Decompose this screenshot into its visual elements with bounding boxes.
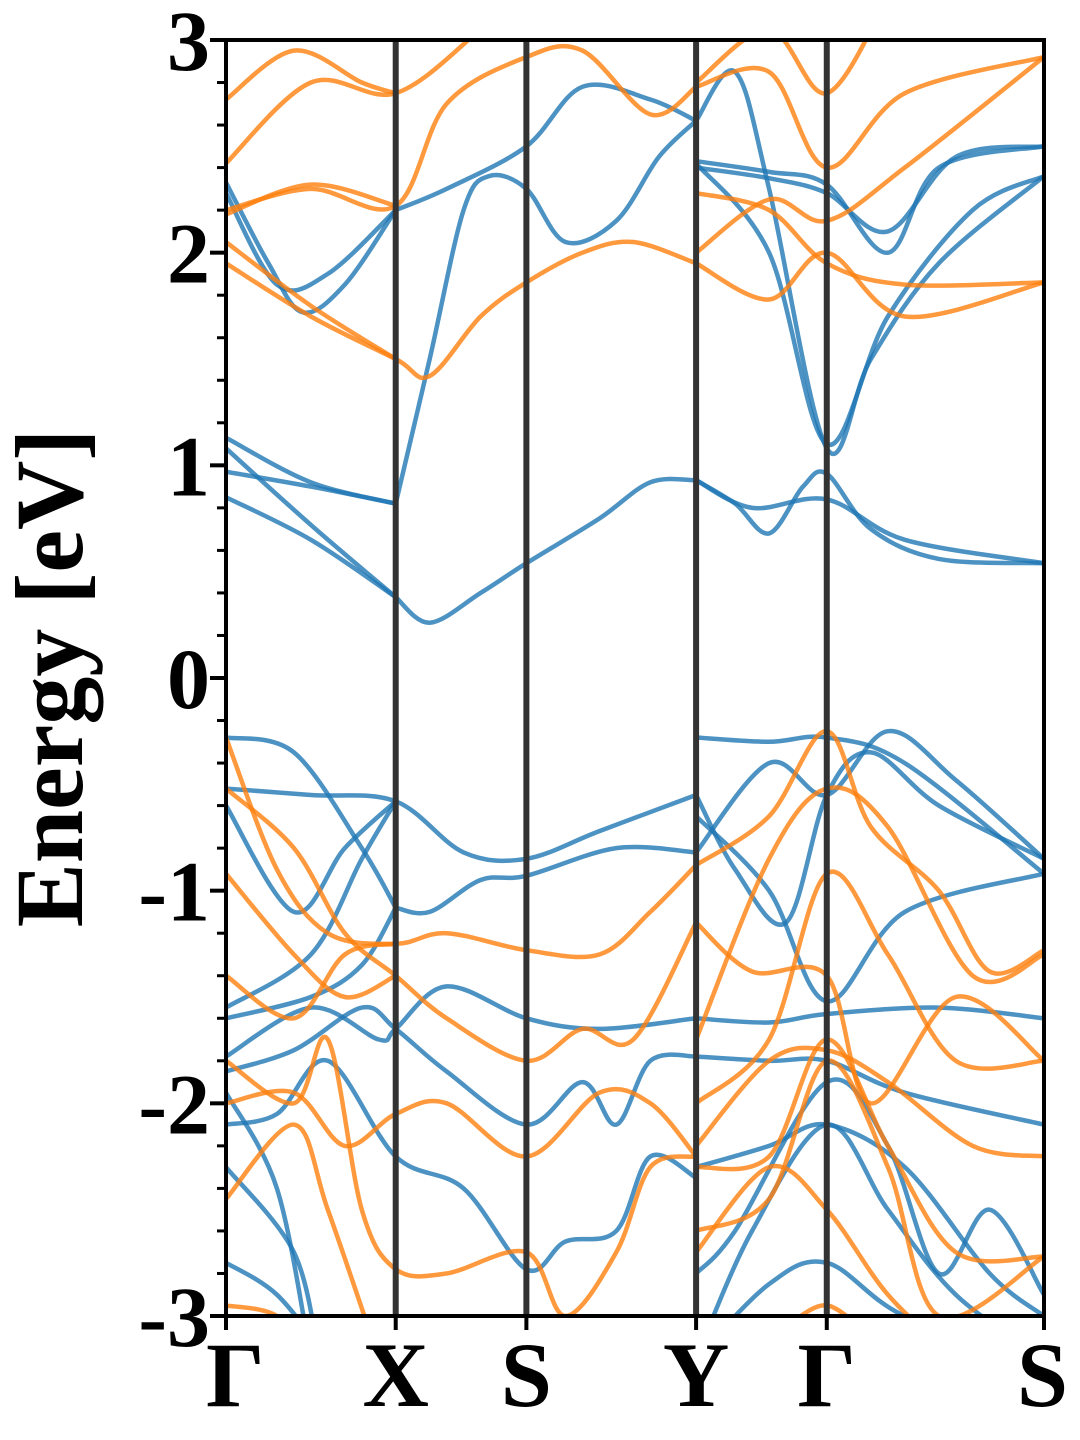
y-tick-label: 3	[167, 0, 210, 89]
x-tick-label: S	[1017, 1324, 1068, 1426]
y-tick-label: 1	[167, 418, 210, 514]
band-line	[226, 1122, 367, 1316]
axes	[210, 38, 1046, 1330]
x-tick-label: S	[501, 1324, 552, 1426]
band-line	[226, 941, 398, 1021]
band-line	[693, 144, 1044, 235]
band-line	[226, 1303, 281, 1316]
band-line	[393, 118, 699, 506]
band-line	[226, 1034, 699, 1316]
band-series-0	[226, 68, 1044, 1316]
band-line	[226, 48, 398, 102]
x-tick-label: Y	[663, 1324, 729, 1426]
band-line	[710, 1122, 986, 1316]
k-point-lines	[392, 40, 830, 1316]
band-line	[226, 905, 398, 1021]
band-line	[226, 1260, 299, 1316]
y-tick-label: -3	[138, 1269, 210, 1365]
band-line	[226, 1090, 306, 1316]
band-line	[693, 1037, 1044, 1264]
x-tick-label: X	[362, 1324, 428, 1426]
plot-frame	[224, 38, 1046, 1318]
y-tick-label: 2	[167, 206, 210, 302]
y-tick-label: 0	[167, 631, 210, 727]
y-tick-label: -1	[138, 844, 210, 940]
band-line	[693, 1058, 1044, 1316]
band-line	[693, 477, 1044, 566]
band-line	[693, 1045, 1044, 1159]
band-line	[226, 446, 398, 600]
band-line	[393, 476, 699, 625]
band-line	[226, 40, 232, 43]
band-line	[226, 735, 699, 960]
band-line	[693, 144, 1044, 255]
band-line	[226, 1058, 699, 1274]
band-line	[693, 250, 1044, 320]
band-line	[226, 190, 398, 293]
band-line	[693, 469, 1044, 566]
x-tick-label: Γ	[797, 1324, 856, 1426]
band-line	[693, 40, 869, 96]
band-line	[226, 435, 398, 506]
band-series-1	[226, 40, 1044, 1316]
band-line	[693, 728, 1044, 862]
band-line	[226, 871, 398, 1000]
band-line	[693, 1121, 1044, 1316]
band-line	[393, 82, 699, 213]
band-line	[226, 799, 398, 915]
band-line	[226, 786, 699, 1064]
band-line	[693, 161, 1044, 448]
band-line	[693, 869, 1044, 1106]
band-line	[226, 1004, 699, 1127]
band-line	[393, 844, 699, 916]
band-line	[226, 494, 398, 600]
band-line	[226, 43, 699, 213]
band-line	[226, 239, 699, 380]
band-line	[226, 239, 398, 362]
bands-layer	[226, 40, 1044, 1316]
band-line	[693, 785, 1044, 1042]
band-line	[226, 735, 398, 910]
band-line	[226, 1086, 699, 1159]
band-line	[693, 734, 1044, 876]
band-line	[226, 786, 699, 864]
band-line	[693, 728, 1044, 976]
y-axis-label: Energy [eV]	[0, 429, 103, 928]
band-line	[693, 54, 1044, 255]
y-tick-label: -2	[138, 1056, 210, 1152]
band-line	[226, 40, 472, 166]
band-line	[732, 1259, 911, 1316]
x-tick-label: Γ	[206, 1324, 265, 1426]
